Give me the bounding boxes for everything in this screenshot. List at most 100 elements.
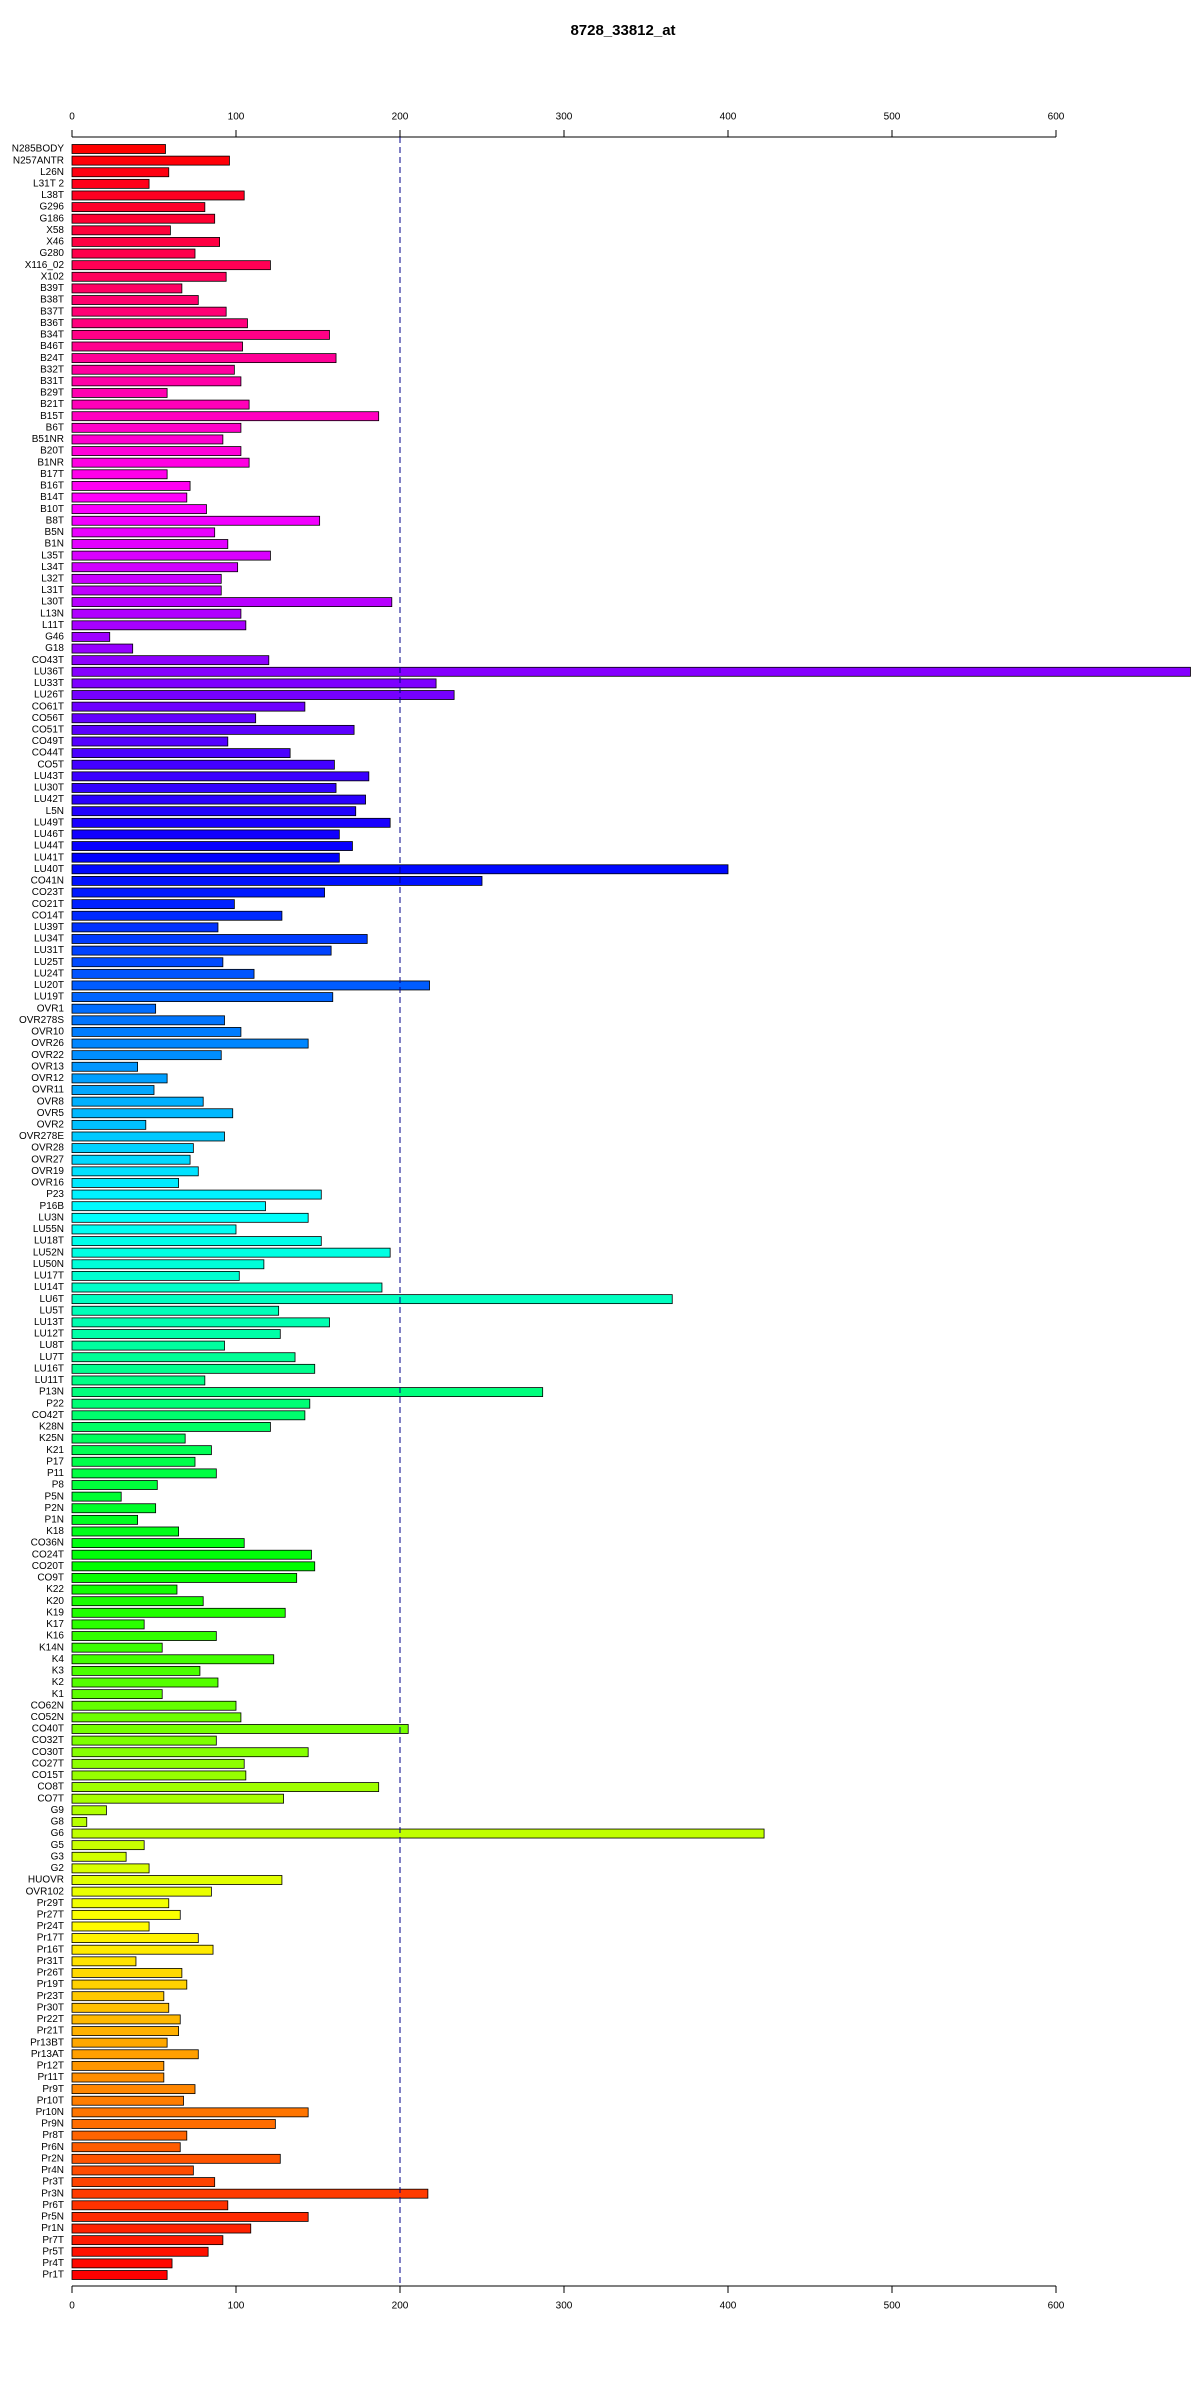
y-tick-label: B17T [40,469,64,480]
bar [71,1363,316,1374]
y-tick-label: Pr10T [37,2095,64,2106]
y-tick-label: LU6T [40,1294,64,1305]
bar [71,283,183,294]
y-tick-label: LU33T [34,678,64,689]
y-tick-label: X58 [46,225,64,236]
y-tick-label: OVR278S [19,1015,64,1026]
y-tick-label: B6T [46,422,64,433]
bar [71,1189,322,1200]
y-tick-label: LU5T [40,1305,64,1316]
bar [71,1747,309,1758]
bar [71,1840,145,1851]
y-tick-label: Pr29T [37,1898,64,1909]
bar [71,1642,163,1653]
bar [71,1491,122,1502]
bar [71,678,437,689]
bar [71,1073,168,1084]
bar [71,1770,247,1781]
y-tick-label: CO36N [31,1538,64,1549]
y-tick-label: K22 [46,1584,64,1595]
bar [71,190,245,201]
y-tick-label: B39T [40,283,64,294]
bar [71,155,230,166]
y-tick-label: Pr1T [42,2270,64,2281]
bar [71,446,242,456]
bar [71,1340,225,1351]
x-tick-label: 0 [69,112,75,123]
bar [71,1096,204,1107]
y-tick-label: Pr24T [37,1921,64,1932]
bar [71,1677,219,1688]
y-tick-label: L13N [40,608,64,619]
y-tick-label: Pr30T [37,2002,64,2013]
y-tick-label: Pr11T [38,2072,65,2083]
y-tick-label: B31T [40,376,64,387]
bar [71,562,239,573]
y-tick-label: LU49T [34,817,64,828]
y-tick-label: B21T [40,399,64,410]
y-tick-label: OVR22 [31,1050,64,1061]
bar [71,1631,217,1641]
bar [71,922,219,933]
y-tick-label: G296 [40,202,65,213]
bar [71,1596,204,1607]
bar [71,1933,199,1943]
bar [71,1584,178,1595]
x-tick-label: 600 [1048,112,1065,123]
y-tick-label: Pr3T [42,2177,64,2188]
y-tick-label: CO40T [32,1724,64,1735]
bar [71,1317,330,1328]
bar [71,1991,165,2002]
bar [71,2153,281,2164]
y-tick-label: Pr31T [37,1956,64,1967]
y-tick-label: CO7T [37,1793,64,1804]
bar [71,1817,88,1827]
bar [71,713,257,724]
x-tick-label: 200 [392,2301,409,2312]
bar [71,2200,229,2211]
bar [71,2223,252,2234]
y-tick-label: CO24T [32,1549,64,1560]
bar [71,1573,298,1583]
y-tick-label: Pr4T [42,2258,64,2269]
y-tick-label: B37T [40,306,64,317]
y-tick-label: B34T [40,330,64,341]
bar [71,1224,237,1235]
bar [71,759,335,770]
bar [71,271,227,282]
y-tick-label: CO23T [32,887,64,898]
y-tick-label: LU34T [34,934,64,945]
y-tick-label: LU20T [34,980,64,991]
y-tick-label: X46 [46,237,64,248]
x-tick-label: 500 [884,112,901,123]
bar [71,1724,409,1734]
bar [71,1247,391,1258]
bar [71,178,150,189]
y-tick-label: Pr1N [41,2223,64,2234]
bar [71,1979,188,1990]
y-tick-label: LU30T [34,783,64,794]
y-tick-label: L11T [42,620,64,631]
bar [71,422,242,433]
y-tick-label: OVR16 [31,1178,64,1189]
bar [71,1061,138,1072]
y-tick-label: LU19T [34,992,64,1003]
y-tick-label: OVR10 [31,1027,64,1038]
bar [71,318,248,329]
bar [71,1270,240,1281]
bar [71,934,368,944]
y-tick-label: L5N [46,806,64,817]
y-tick-label: CO14T [32,910,64,921]
y-tick-label: LU36T [34,666,64,677]
bar [71,1119,147,1130]
bar [71,1654,275,1665]
bar [71,2270,168,2280]
y-tick-label: L30T [41,597,64,608]
y-tick-label: CO8T [37,1782,64,1793]
bar [71,1514,138,1525]
bar [71,1898,170,1909]
bar [71,1944,214,1955]
bar [71,1038,309,1049]
y-tick-label: B14T [40,492,64,503]
